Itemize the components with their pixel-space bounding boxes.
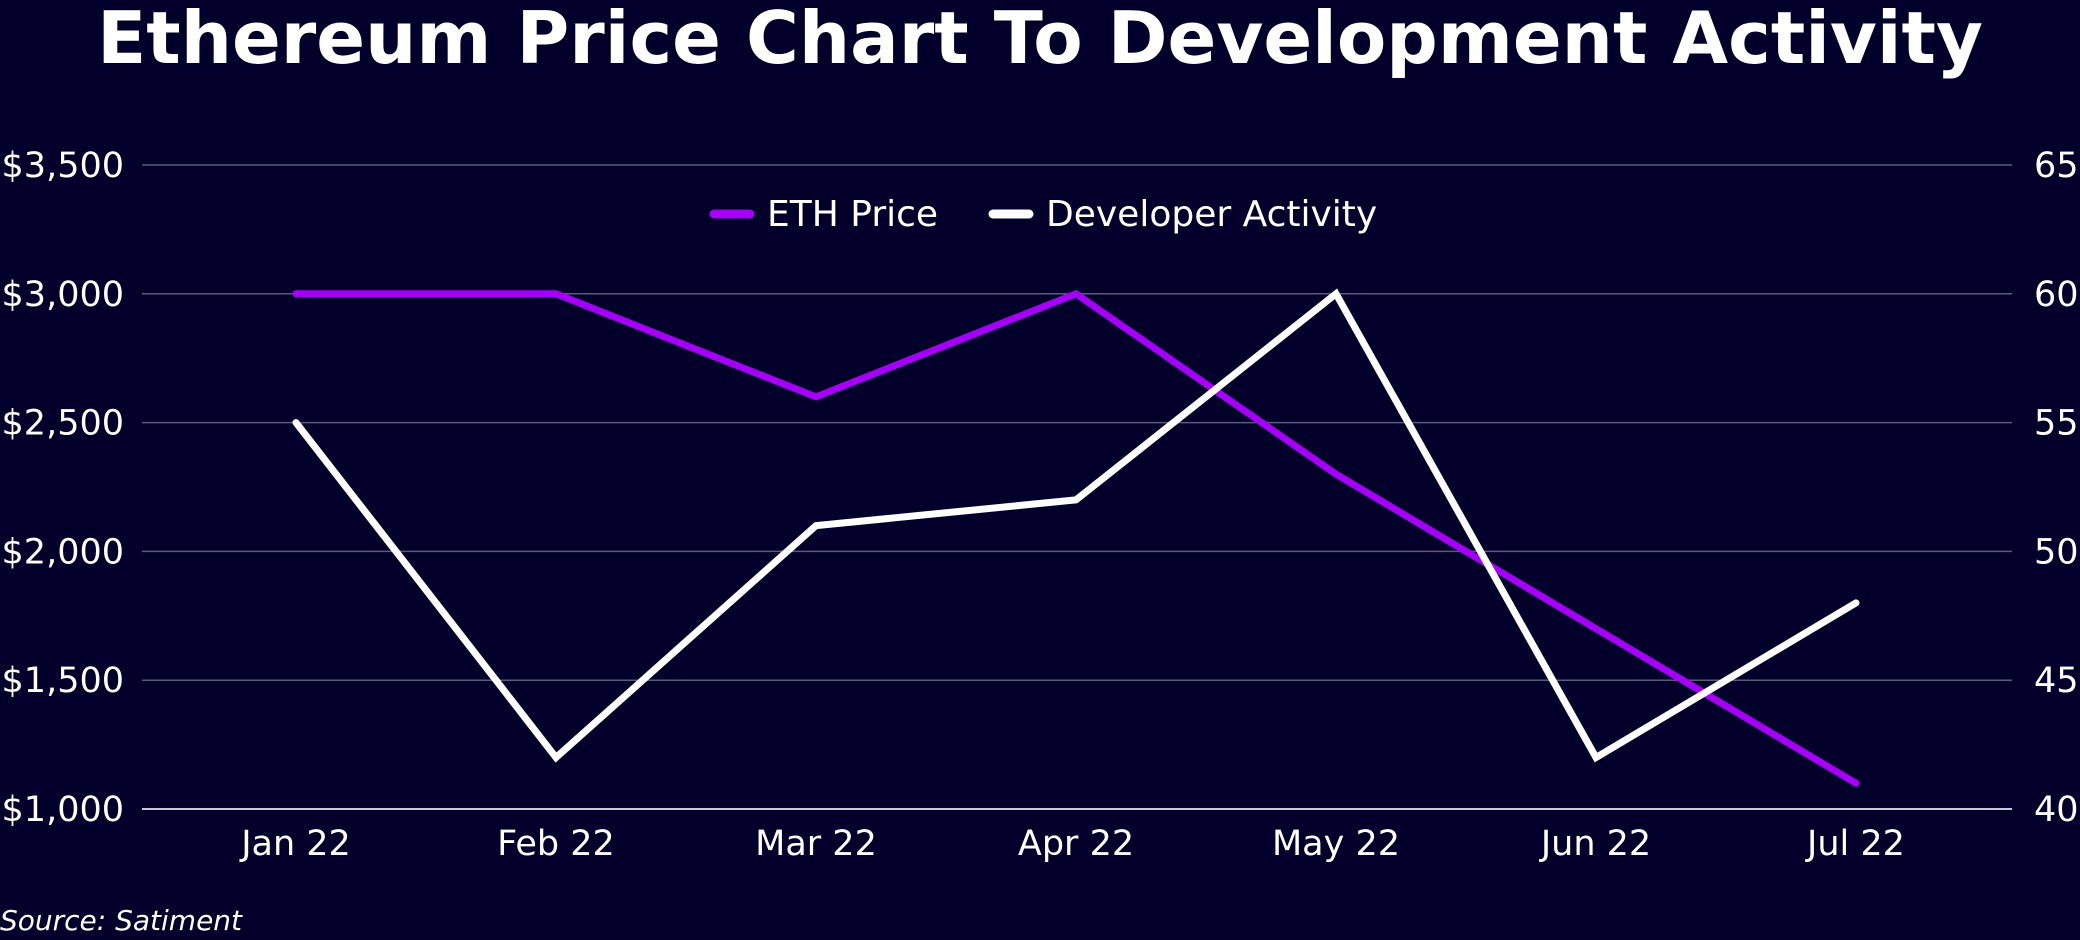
y-right-tick-label: 40: [2034, 790, 2079, 830]
source-note: Source: Satiment: [0, 904, 243, 937]
x-tick-label: Jul 22: [1805, 824, 1905, 864]
x-tick-label: Mar 22: [755, 824, 877, 864]
y-right-tick-label: 50: [2034, 532, 2079, 572]
y-left-tick-label: $1,000: [2, 790, 124, 830]
x-tick-label: Jan 22: [239, 824, 351, 864]
legend-label-developer-activity: Developer Activity: [1046, 194, 1377, 235]
legend-label-eth-price: ETH Price: [767, 194, 938, 235]
x-tick-label: Jun 22: [1539, 824, 1651, 864]
y-right-tick-label: 65: [2034, 146, 2079, 186]
y-right-tick-label: 60: [2034, 275, 2079, 315]
series-line-eth-price: [292, 289, 1860, 787]
y-right-tick-label: 55: [2034, 404, 2079, 444]
y-left-tick-label: $2,500: [2, 404, 124, 444]
y-left-tick-label: $1,500: [2, 661, 124, 701]
x-tick-label: May 22: [1272, 824, 1400, 864]
y-right-tick-label: 45: [2034, 661, 2079, 701]
x-tick-label: Apr 22: [1018, 824, 1134, 864]
y-left-tick-label: $3,500: [2, 146, 124, 186]
legend: ETH Price Developer Activity: [709, 194, 1377, 235]
x-tick-label: Feb 22: [497, 824, 615, 864]
series-lines: [292, 288, 1860, 787]
chart-title: Ethereum Price Chart To Development Acti…: [97, 0, 1983, 80]
y-left-tick-label: $2,000: [2, 532, 124, 572]
y-left-tick-label: $3,000: [2, 275, 124, 315]
series-line-developer-activity: [292, 288, 1860, 763]
axis-labels: $1,000 $1,500 $2,000 $2,500 $3,000 $3,500 40 45…: [2, 146, 2079, 864]
grid-lines: [142, 164, 2012, 810]
